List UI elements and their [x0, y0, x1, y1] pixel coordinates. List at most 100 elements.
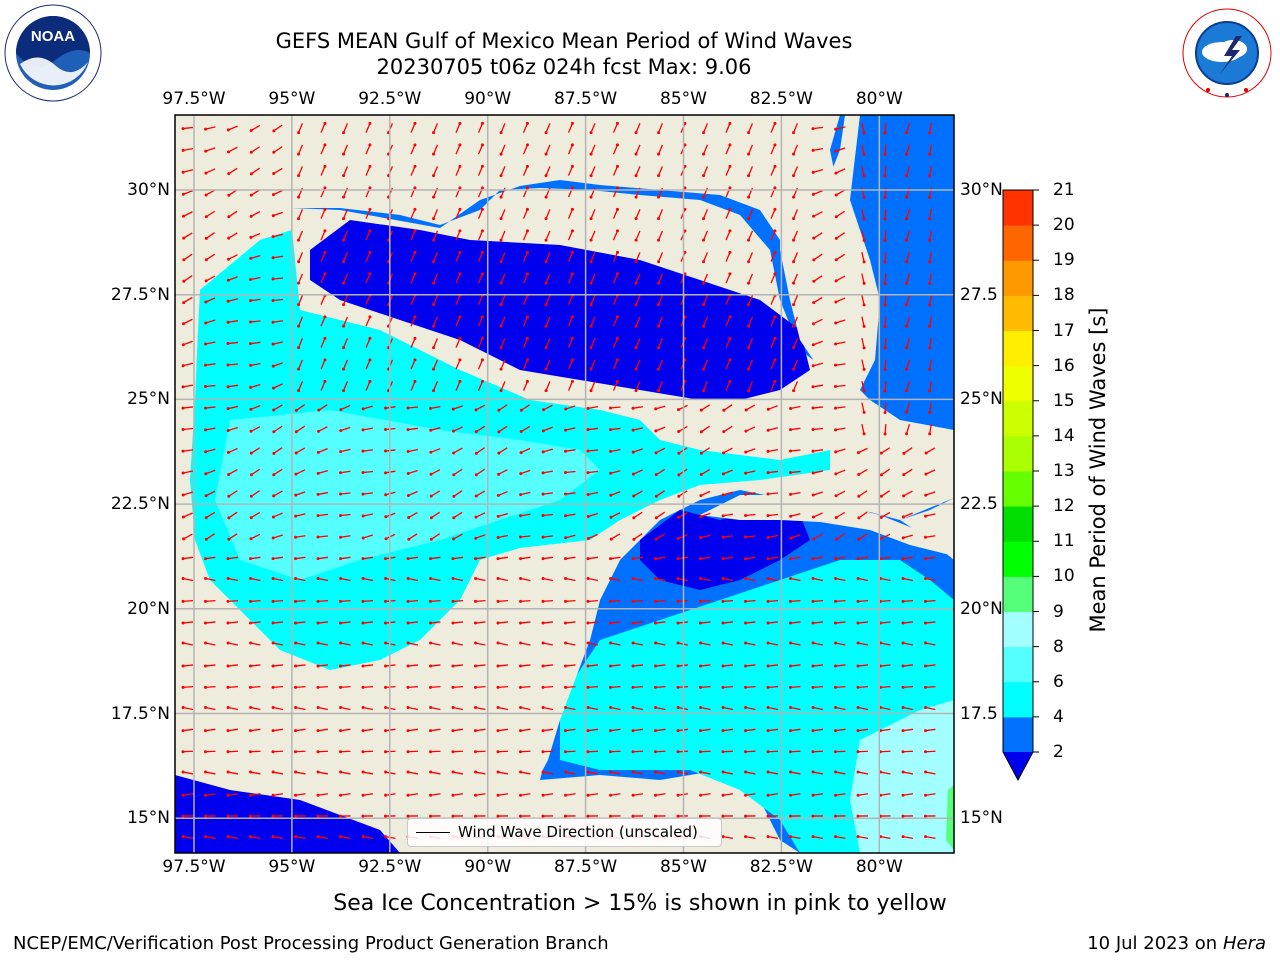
wave-arrow-head — [541, 706, 545, 710]
wave-arrow — [702, 252, 709, 262]
wave-arrow-head — [586, 536, 590, 540]
wave-arrow-head — [631, 750, 635, 754]
wave-arrow-head — [458, 164, 462, 168]
wave-arrow — [745, 404, 756, 411]
wave-arrow-head — [339, 706, 343, 710]
wave-arrow-head — [541, 471, 545, 475]
wave-arrow — [407, 577, 419, 582]
wave-arrow-head — [497, 408, 501, 412]
wave-arrow-head — [181, 428, 185, 432]
wave-arrow-head — [361, 407, 365, 411]
wave-arrow-head — [702, 281, 706, 285]
wave-arrow-head — [928, 260, 932, 264]
wave-arrow-head — [792, 281, 796, 285]
wave-arrow — [700, 490, 711, 497]
wave-arrow — [590, 230, 596, 241]
wave-arrow-head — [812, 537, 816, 541]
wave-arrow-head — [634, 238, 638, 242]
wave-arrow — [227, 728, 239, 732]
wave-arrow-head — [181, 364, 185, 368]
wave-arrow — [880, 556, 891, 560]
wave-arrow — [612, 252, 619, 262]
wave-arrow-head — [226, 814, 230, 818]
wave-arrow — [183, 169, 193, 173]
wave-arrow-head — [589, 367, 593, 371]
wave-arrow-head — [432, 389, 436, 393]
wave-arrow-head — [901, 577, 905, 581]
wave-arrow — [655, 793, 666, 796]
wave-arrow — [272, 793, 284, 796]
wave-arrow — [587, 793, 599, 796]
wave-arrow — [902, 664, 914, 667]
wave-arrow-head — [294, 685, 298, 689]
wave-arrow — [430, 448, 441, 453]
wave-arrow-head — [339, 641, 343, 645]
wave-arrow-head — [249, 641, 253, 645]
wave-arrow — [452, 728, 464, 732]
wave-arrow — [925, 447, 936, 454]
wave-arrow-head — [316, 492, 320, 496]
wave-arrow — [362, 556, 374, 560]
wave-arrow-head — [384, 706, 388, 710]
wave-arrow-head — [773, 229, 777, 233]
wave-arrow — [432, 166, 439, 176]
wave-arrow-head — [452, 494, 456, 498]
wave-arrow-head — [297, 195, 301, 199]
wave-arrow-head — [249, 407, 253, 411]
wave-arrow-head — [570, 229, 574, 233]
map-legend: Wind Wave Direction (unscaled) — [407, 818, 722, 847]
wave-arrow — [342, 338, 349, 348]
wave-arrow-head — [361, 729, 365, 733]
wave-arrow-head — [902, 451, 906, 455]
wave-arrow-head — [541, 793, 545, 797]
wave-arrow — [884, 423, 887, 435]
wave-arrow-head — [474, 430, 478, 434]
wave-arrow-head — [728, 379, 732, 383]
wave-arrow-head — [204, 494, 208, 498]
wave-arrow-head — [452, 516, 456, 520]
wave-arrow-head — [586, 664, 590, 668]
wave-arrow — [363, 534, 373, 539]
wave-arrow-head — [249, 750, 253, 754]
wave-arrow-head — [384, 729, 388, 733]
wave-arrow-head — [227, 494, 231, 498]
wave-arrow-head — [834, 685, 838, 689]
wave-arrow — [340, 685, 351, 689]
wave-arrow — [792, 295, 799, 305]
wave-arrow — [545, 273, 551, 284]
wave-arrow — [655, 771, 666, 775]
chart-title: GEFS MEAN Gulf of Mexico Mean Period of … — [275, 29, 853, 53]
wave-arrow-head — [544, 324, 548, 328]
wave-arrow — [475, 685, 486, 689]
wave-arrow-head — [676, 577, 680, 581]
wave-arrow — [430, 642, 441, 646]
wave-arrow — [182, 642, 194, 646]
wave-arrow-head — [721, 770, 725, 774]
wave-arrow — [362, 513, 374, 517]
wave-arrow-head — [615, 336, 619, 340]
wave-arrow — [272, 556, 284, 560]
wave-arrow-head — [676, 814, 680, 818]
wave-arrow-head — [339, 729, 343, 733]
wave-arrow-head — [316, 706, 320, 710]
wave-arrow-head — [361, 536, 365, 540]
wave-arrow-head — [519, 472, 523, 476]
wave-arrow-head — [856, 641, 860, 645]
wave-arrow — [790, 706, 801, 711]
wave-arrow-head — [368, 379, 372, 383]
wave-arrow — [497, 793, 509, 796]
wave-arrow-head — [564, 750, 568, 754]
wave-arrow — [408, 533, 418, 540]
wave-arrow-head — [368, 250, 372, 254]
wave-arrow-head — [834, 406, 838, 410]
lon-tick-label: 92.5°W — [358, 89, 422, 109]
wave-arrow-head — [654, 706, 658, 710]
wave-arrow-head — [342, 303, 346, 307]
wave-arrow-head — [766, 449, 770, 453]
wave-arrow — [272, 835, 284, 840]
wave-arrow-head — [525, 315, 529, 319]
wave-arrow-head — [432, 217, 436, 221]
wave-arrow-head — [496, 770, 500, 774]
wave-arrow-head — [519, 814, 523, 818]
